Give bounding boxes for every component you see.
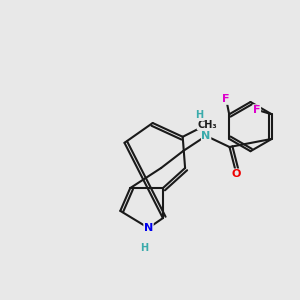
Text: CH₃: CH₃ [197, 119, 217, 130]
Text: O: O [232, 169, 241, 179]
Text: H: H [195, 110, 204, 121]
Text: F: F [253, 105, 261, 115]
Text: H: H [140, 243, 148, 254]
Text: F: F [222, 94, 230, 104]
Text: N: N [144, 223, 153, 233]
Text: N: N [202, 131, 211, 141]
